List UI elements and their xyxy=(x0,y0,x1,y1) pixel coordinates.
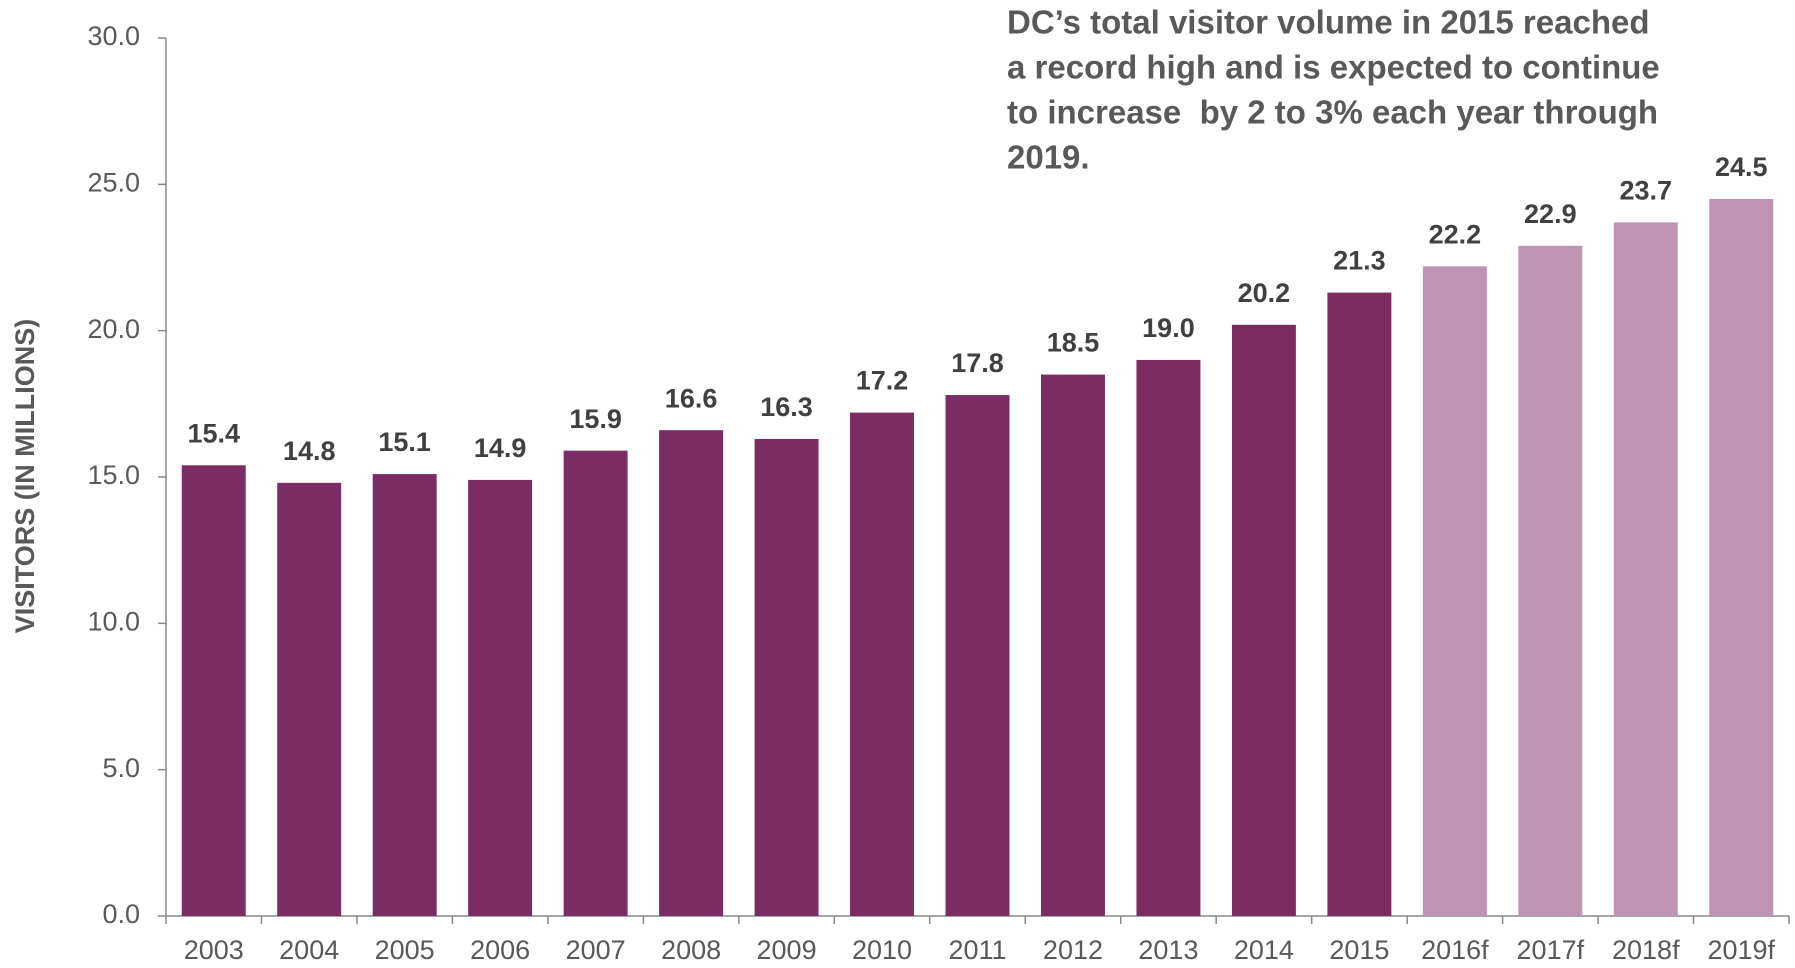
data-label: 16.3 xyxy=(760,392,813,422)
x-tick-label: 2009 xyxy=(757,935,817,965)
y-axis-label: VISITORS (IN MILLIONS) xyxy=(10,319,40,634)
x-tick-label: 2007 xyxy=(566,935,626,965)
data-label: 14.9 xyxy=(474,433,527,463)
annotation: 2019. xyxy=(1007,139,1090,176)
y-tick-label: 10.0 xyxy=(87,606,140,636)
data-label: 15.4 xyxy=(187,418,240,448)
y-tick-label: 25.0 xyxy=(87,167,140,197)
y-tick-label: 20.0 xyxy=(87,314,140,344)
data-label: 24.5 xyxy=(1715,152,1768,182)
x-tick-label: 2011 xyxy=(948,935,1006,965)
data-label: 14.8 xyxy=(283,436,336,466)
bar xyxy=(945,395,1010,916)
bar xyxy=(181,465,246,916)
data-label: 17.2 xyxy=(856,366,909,396)
bar xyxy=(468,479,533,916)
bar xyxy=(1040,374,1105,917)
x-tick-label: 2012 xyxy=(1043,935,1103,965)
bar xyxy=(1709,198,1774,916)
data-label: 16.6 xyxy=(665,383,718,413)
x-tick-label: 2010 xyxy=(852,935,912,965)
bar xyxy=(754,438,819,916)
annotation: a record high and is expected to continu… xyxy=(1007,49,1660,86)
bar xyxy=(659,430,724,916)
data-label: 21.3 xyxy=(1333,246,1386,276)
bar xyxy=(1136,359,1201,916)
x-tick-label: 2004 xyxy=(279,935,339,965)
data-label: 20.2 xyxy=(1238,278,1291,308)
y-tick-label: 30.0 xyxy=(87,21,140,51)
bar xyxy=(1231,324,1296,916)
x-tick-label: 2014 xyxy=(1234,935,1294,965)
bar xyxy=(1613,222,1678,916)
y-tick-label: 5.0 xyxy=(102,753,140,783)
x-tick-label: 2016f xyxy=(1421,935,1489,965)
bar xyxy=(1518,245,1583,916)
data-label: 22.2 xyxy=(1429,219,1482,249)
data-label: 15.1 xyxy=(378,427,431,457)
x-tick-label: 2017f xyxy=(1517,935,1585,965)
x-tick-label: 2019f xyxy=(1707,935,1775,965)
data-label: 18.5 xyxy=(1047,328,1100,358)
x-tick-label: 2008 xyxy=(661,935,721,965)
x-tick-label: 2006 xyxy=(470,935,530,965)
x-tick-label: 2005 xyxy=(375,935,435,965)
x-tick-label: 2003 xyxy=(184,935,244,965)
data-label: 17.8 xyxy=(951,348,1004,378)
data-label: 15.9 xyxy=(569,404,622,434)
y-tick-label: 0.0 xyxy=(102,899,140,929)
data-label: 22.9 xyxy=(1524,199,1577,229)
data-label: 23.7 xyxy=(1620,176,1673,206)
bar xyxy=(277,482,342,916)
annotation: to increase by 2 to 3% each year through xyxy=(1007,94,1658,131)
data-label: 19.0 xyxy=(1142,313,1195,343)
bar xyxy=(372,474,437,916)
bar xyxy=(563,450,628,916)
bar xyxy=(1422,266,1487,916)
annotation: DC’s total visitor volume in 2015 reache… xyxy=(1007,4,1650,41)
bar xyxy=(850,412,915,916)
x-tick-label: 2018f xyxy=(1612,935,1680,965)
x-tick-label: 2015 xyxy=(1329,935,1389,965)
x-tick-label: 2013 xyxy=(1138,935,1198,965)
y-tick-label: 15.0 xyxy=(87,460,140,490)
bar xyxy=(1327,292,1392,916)
